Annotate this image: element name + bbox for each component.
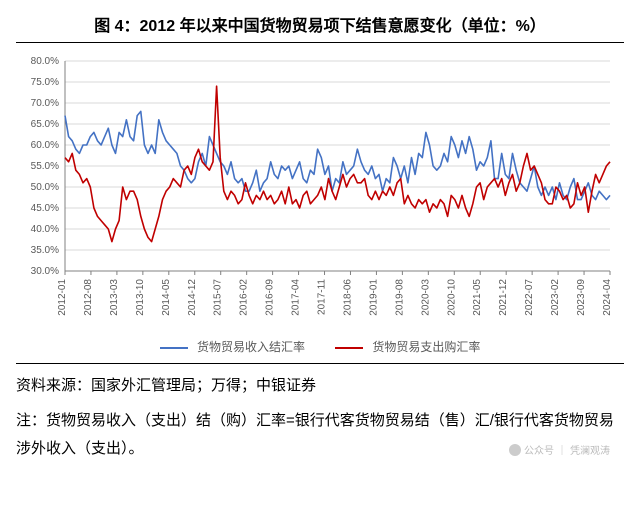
divider [16, 42, 624, 43]
svg-text:2020-03: 2020-03 [420, 279, 431, 316]
svg-text:2021-12: 2021-12 [498, 279, 509, 316]
svg-text:2012-01: 2012-01 [57, 279, 68, 316]
svg-text:70.0%: 70.0% [31, 98, 59, 109]
svg-text:2019-01: 2019-01 [368, 279, 379, 316]
svg-text:80.0%: 80.0% [31, 56, 59, 67]
svg-text:2019-08: 2019-08 [394, 279, 405, 316]
line-chart: 30.0% 35.0% 40.0% 45.0% 50.0% 55.0% 60.0% 65.0%… [20, 51, 620, 331]
legend-swatch-0 [160, 347, 188, 349]
svg-text:75.0%: 75.0% [31, 77, 59, 88]
svg-text:60.0%: 60.0% [31, 140, 59, 151]
svg-text:55.0%: 55.0% [31, 161, 59, 172]
chart-container: 30.0% 35.0% 40.0% 45.0% 50.0% 55.0% 60.0% 65.0%… [20, 51, 620, 355]
chart-title: 图 4：2012 年以来中国货物贸易项下结售意愿变化（单位：%） [16, 12, 624, 36]
svg-text:2023-09: 2023-09 [576, 279, 587, 316]
svg-text:2017-11: 2017-11 [317, 279, 328, 315]
legend-item: 货物贸易收入结汇率 [160, 338, 305, 355]
legend-label-0: 货物贸易收入结汇率 [197, 340, 305, 354]
svg-text:2013-03: 2013-03 [109, 279, 120, 316]
legend-label-1: 货物贸易支出购汇率 [372, 340, 480, 354]
svg-text:2024-04: 2024-04 [602, 279, 613, 316]
svg-text:2014-12: 2014-12 [187, 279, 198, 316]
svg-text:2012-08: 2012-08 [83, 279, 94, 316]
svg-text:30.0%: 30.0% [31, 266, 59, 277]
legend-item: 货物贸易支出购汇率 [335, 338, 480, 355]
svg-text:2016-09: 2016-09 [265, 279, 276, 316]
svg-text:2023-02: 2023-02 [550, 279, 561, 316]
legend: 货物贸易收入结汇率 货物贸易支出购汇率 [20, 338, 620, 355]
note-line: 注：货物贸易收入（支出）结（购）汇率=银行代客货物贸易结（售）汇/银行代客货物贸… [16, 407, 624, 464]
svg-text:2021-05: 2021-05 [472, 279, 483, 316]
svg-text:2014-05: 2014-05 [161, 279, 172, 316]
divider [16, 363, 624, 364]
svg-text:45.0%: 45.0% [31, 203, 59, 214]
svg-text:2020-10: 2020-10 [446, 279, 457, 316]
svg-text:2022-07: 2022-07 [524, 279, 535, 316]
svg-text:35.0%: 35.0% [31, 245, 59, 256]
svg-text:40.0%: 40.0% [31, 224, 59, 235]
svg-text:2013-10: 2013-10 [135, 279, 146, 316]
legend-swatch-1 [335, 347, 363, 349]
svg-text:65.0%: 65.0% [31, 119, 59, 130]
svg-text:2017-04: 2017-04 [291, 279, 302, 316]
svg-text:2018-06: 2018-06 [342, 279, 353, 316]
source-line: 资料来源：国家外汇管理局；万得；中银证券 [16, 372, 624, 401]
svg-text:50.0%: 50.0% [31, 182, 59, 193]
svg-text:2015-07: 2015-07 [213, 279, 224, 316]
svg-text:2016-02: 2016-02 [239, 279, 250, 316]
